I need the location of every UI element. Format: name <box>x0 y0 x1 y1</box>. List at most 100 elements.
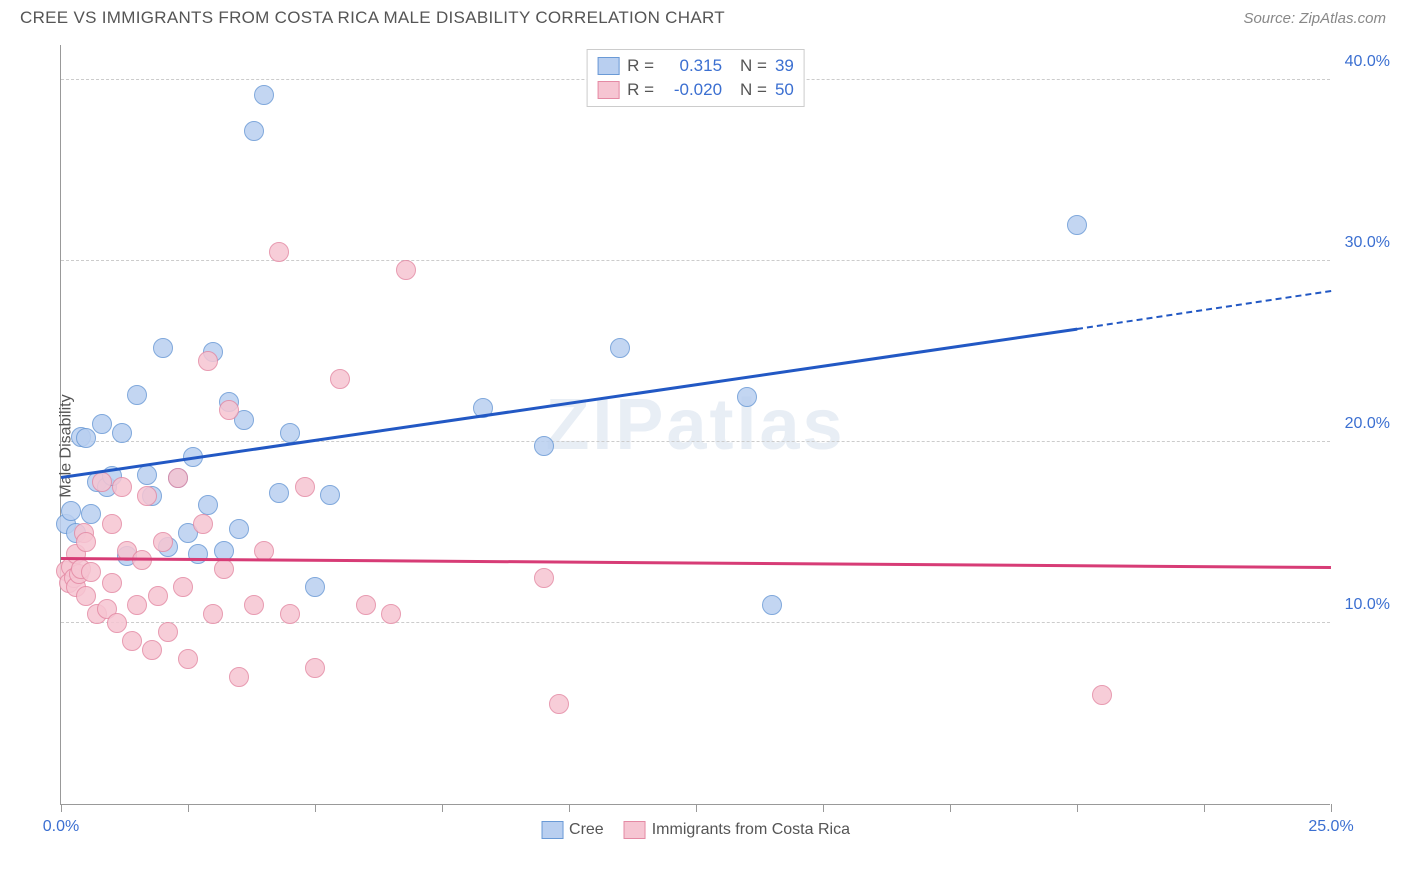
scatter-point <box>122 631 142 651</box>
legend-bottom-item: Cree <box>541 821 604 839</box>
scatter-point <box>269 242 289 262</box>
scatter-point <box>198 495 218 515</box>
scatter-point <box>356 595 376 615</box>
scatter-point <box>280 423 300 443</box>
scatter-point <box>762 595 782 615</box>
scatter-point <box>107 613 127 633</box>
trend-line <box>61 557 1331 569</box>
scatter-point <box>137 486 157 506</box>
x-tick <box>569 804 570 812</box>
plot-area: ZIPatlas 10.0%20.0%30.0%40.0%0.0%25.0%R … <box>60 45 1330 805</box>
scatter-point <box>229 519 249 539</box>
x-tick-label: 25.0% <box>1308 818 1353 836</box>
legend-row: R =0.315N =39 <box>597 54 794 78</box>
legend-bottom: Cree Immigrants from Costa Rica <box>541 821 850 839</box>
scatter-point <box>102 514 122 534</box>
legend-swatch <box>597 57 619 75</box>
legend-r-value: 0.315 <box>662 56 722 76</box>
y-tick-label: 20.0% <box>1345 415 1390 433</box>
legend-n-value: 39 <box>775 56 794 76</box>
scatter-point <box>178 649 198 669</box>
scatter-point <box>534 568 554 588</box>
scatter-point <box>81 504 101 524</box>
scatter-point <box>188 544 208 564</box>
x-tick <box>950 804 951 812</box>
x-tick <box>61 804 62 812</box>
scatter-point <box>1092 685 1112 705</box>
scatter-point <box>269 483 289 503</box>
scatter-point <box>76 586 96 606</box>
legend-swatch <box>597 81 619 99</box>
scatter-point <box>168 468 188 488</box>
scatter-point <box>61 501 81 521</box>
scatter-point <box>76 532 96 552</box>
scatter-point <box>1067 215 1087 235</box>
legend-series-name: Immigrants from Costa Rica <box>652 821 850 839</box>
scatter-point <box>153 532 173 552</box>
y-tick-label: 40.0% <box>1345 53 1390 71</box>
grid-line <box>61 441 1330 442</box>
chart-title: CREE VS IMMIGRANTS FROM COSTA RICA MALE … <box>20 8 725 28</box>
legend-bottom-item: Immigrants from Costa Rica <box>624 821 850 839</box>
scatter-point <box>81 562 101 582</box>
trend-line <box>1077 290 1331 330</box>
x-tick <box>315 804 316 812</box>
legend-row: R = -0.020 N = 50 <box>597 78 794 102</box>
legend-n-label: N = <box>740 80 767 100</box>
x-tick <box>1077 804 1078 812</box>
scatter-point <box>92 472 112 492</box>
scatter-point <box>142 640 162 660</box>
scatter-point <box>127 595 147 615</box>
scatter-point <box>305 577 325 597</box>
scatter-point <box>112 423 132 443</box>
legend-r-label: R = <box>627 56 654 76</box>
x-tick <box>696 804 697 812</box>
scatter-point <box>295 477 315 497</box>
x-tick <box>823 804 824 812</box>
x-tick <box>1331 804 1332 812</box>
scatter-point <box>244 595 264 615</box>
watermark: ZIPatlas <box>545 384 845 466</box>
scatter-point <box>198 351 218 371</box>
chart-source: Source: ZipAtlas.com <box>1243 10 1386 27</box>
scatter-point <box>549 694 569 714</box>
y-axis-label: Male Disability <box>58 394 76 497</box>
grid-line <box>61 260 1330 261</box>
scatter-point <box>244 121 264 141</box>
scatter-point <box>280 604 300 624</box>
scatter-point <box>320 485 340 505</box>
scatter-point <box>381 604 401 624</box>
scatter-point <box>203 604 223 624</box>
scatter-point <box>219 400 239 420</box>
legend-top: R = 0.315 N = 39R = -0.020 N = 50 <box>586 49 805 107</box>
scatter-point <box>137 465 157 485</box>
legend-r-value: -0.020 <box>662 80 722 100</box>
scatter-point <box>158 622 178 642</box>
scatter-point <box>148 586 168 606</box>
legend-r-label: R = <box>627 80 654 100</box>
scatter-point <box>330 369 350 389</box>
scatter-point <box>534 436 554 456</box>
scatter-point <box>173 577 193 597</box>
scatter-point <box>254 85 274 105</box>
scatter-point <box>112 477 132 497</box>
scatter-point <box>102 573 122 593</box>
x-tick <box>188 804 189 812</box>
scatter-point <box>610 338 630 358</box>
scatter-point <box>214 559 234 579</box>
x-tick <box>1204 804 1205 812</box>
y-tick-label: 30.0% <box>1345 234 1390 252</box>
legend-swatch <box>624 821 646 839</box>
legend-n-value: 50 <box>775 80 794 100</box>
scatter-point <box>229 667 249 687</box>
legend-series-name: Cree <box>569 821 604 839</box>
scatter-point <box>92 414 112 434</box>
y-tick-label: 10.0% <box>1345 596 1390 614</box>
x-tick <box>442 804 443 812</box>
legend-swatch <box>541 821 563 839</box>
scatter-point <box>737 387 757 407</box>
scatter-point <box>396 260 416 280</box>
scatter-point <box>153 338 173 358</box>
scatter-point <box>76 428 96 448</box>
grid-line <box>61 622 1330 623</box>
